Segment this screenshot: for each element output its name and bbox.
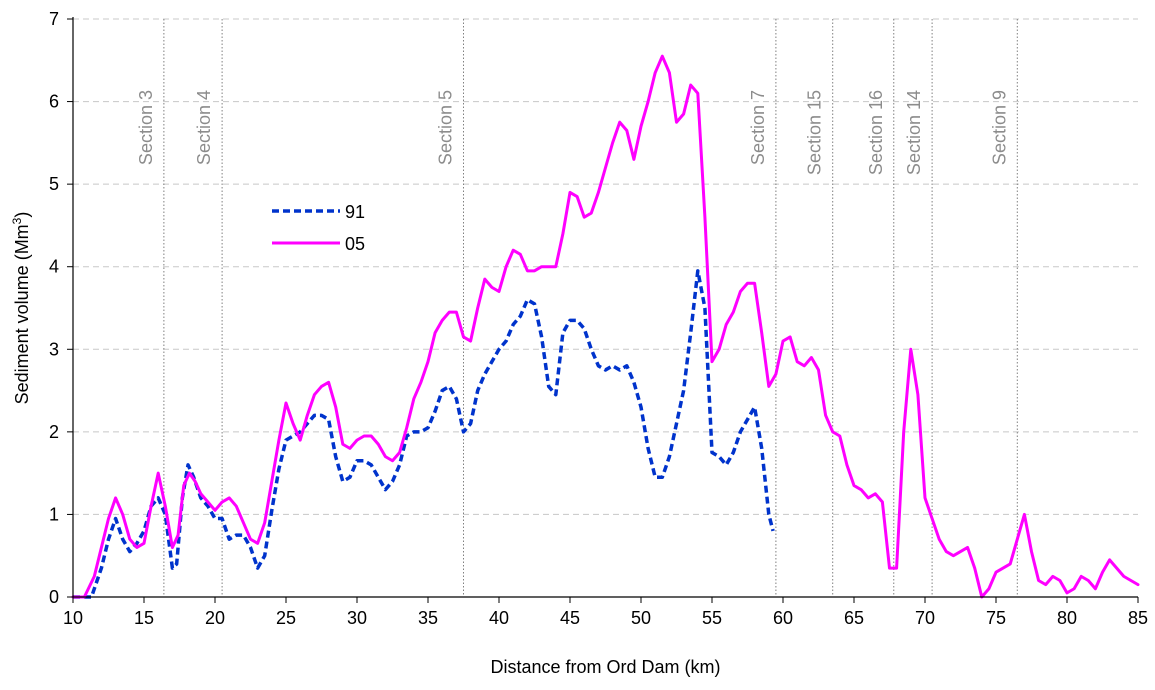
x-axis-title: Distance from Ord Dam (km): [490, 657, 720, 677]
x-tick-label-10: 10: [63, 608, 83, 628]
x-tick-label-50: 50: [631, 608, 651, 628]
section-label-1: Section 3: [136, 90, 156, 165]
x-tick-label-20: 20: [205, 608, 225, 628]
x-tick-label-65: 65: [844, 608, 864, 628]
y-tick-label-1: 1: [49, 504, 59, 524]
x-tick-label-30: 30: [347, 608, 367, 628]
x-tick-label-80: 80: [1057, 608, 1077, 628]
section-label-4: Section 7: [748, 90, 768, 165]
series-line-05: [71, 54, 1140, 599]
x-tick-label-40: 40: [489, 608, 509, 628]
x-tick-label-85: 85: [1128, 608, 1148, 628]
y-tick-label-0: 0: [49, 587, 59, 607]
y-tick-label-3: 3: [49, 339, 59, 359]
y-axis-title: Sediment volume (Mm3): [10, 212, 32, 405]
section-label-2: Section 4: [194, 90, 214, 165]
section-label-3: Section 5: [436, 90, 456, 165]
section-label-8: Section 9: [989, 90, 1009, 165]
series-layer: [71, 54, 1140, 599]
y-tick-label-2: 2: [49, 422, 59, 442]
grid-layer: [73, 18, 1138, 515]
section-label-7: Section 14: [904, 90, 924, 175]
section-label-5: Section 15: [805, 90, 825, 175]
y-tick-label-5: 5: [49, 174, 59, 194]
x-tick-label-15: 15: [134, 608, 154, 628]
x-tick-label-70: 70: [915, 608, 935, 628]
x-tick-label-75: 75: [986, 608, 1006, 628]
section-label-6: Section 16: [866, 90, 886, 175]
x-tick-label-35: 35: [418, 608, 438, 628]
x-tick-label-60: 60: [773, 608, 793, 628]
series-line-91: [73, 269, 775, 599]
y-tick-label-4: 4: [49, 257, 59, 277]
legend-label-05: 05: [345, 234, 365, 254]
legend: 91 05: [272, 202, 365, 254]
x-tick-label-55: 55: [702, 608, 722, 628]
x-tick-label-25: 25: [276, 608, 296, 628]
legend-label-91: 91: [345, 202, 365, 222]
y-tick-label-7: 7: [49, 9, 59, 29]
y-tick-label-6: 6: [49, 92, 59, 112]
x-tick-label-45: 45: [560, 608, 580, 628]
section-lines-layer: Section 3 Section 4 Section 5 Section 7 Sect…: [136, 19, 1018, 597]
